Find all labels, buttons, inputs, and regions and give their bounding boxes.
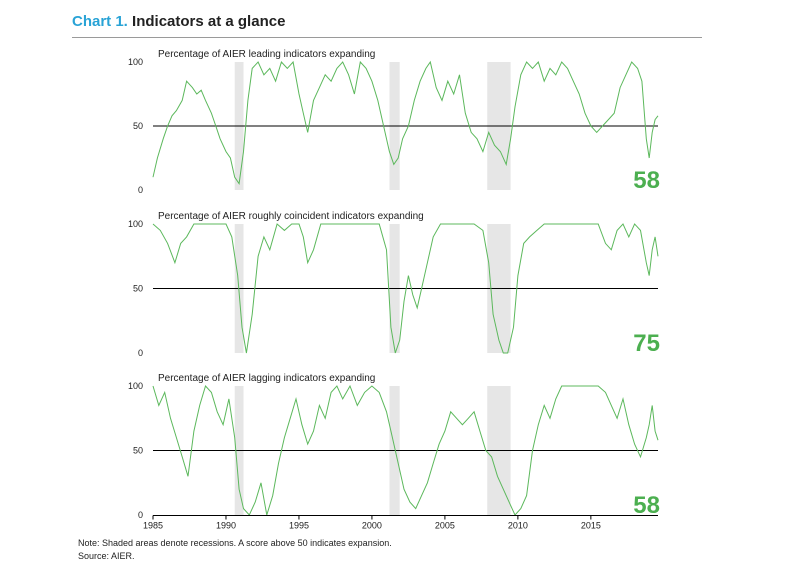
- y-tick-label: 100: [128, 219, 143, 229]
- x-tick-label: 2000: [362, 521, 382, 531]
- x-tick-label: 2005: [435, 521, 455, 531]
- panel-coincident: 0 50 100 Percentage of AIER roughly coincid…: [128, 211, 660, 358]
- series-line: [152, 60, 659, 185]
- y-tick-label: 100: [128, 381, 143, 391]
- chart-title-text: Indicators at a glance: [132, 13, 286, 30]
- footnote-source: Source: AIER.: [78, 551, 135, 561]
- panel-lagging: 0 50 100 Percentage of AIER lagging indicat…: [128, 373, 660, 520]
- x-tick-label: 2015: [581, 521, 601, 531]
- panel-leading: 0 50 100 Percentage of AIER leading indicat…: [128, 49, 660, 195]
- y-tick-label: 50: [133, 446, 143, 456]
- title-rule: [72, 37, 702, 38]
- x-tick-label: 2010: [508, 521, 528, 531]
- current-value: 58: [633, 167, 660, 194]
- y-tick-label: 100: [128, 57, 143, 67]
- chart-title: Chart 1. Indicators at a glance: [72, 13, 285, 30]
- x-tick-label: 1985: [143, 521, 163, 531]
- x-tick-label: 1990: [216, 521, 236, 531]
- x-axis: 1985 1990 1995 2000 2005 2010 2015: [143, 515, 658, 531]
- x-tick-label: 1995: [289, 521, 309, 531]
- current-value: 75: [633, 330, 660, 357]
- y-tick-label: 0: [138, 185, 143, 195]
- series-line: [152, 384, 659, 516]
- y-tick-label: 0: [138, 510, 143, 520]
- series-line: [152, 223, 659, 354]
- footnote-note: Note: Shaded areas denote recessions. A …: [78, 538, 392, 548]
- y-tick-label: 50: [133, 284, 143, 294]
- y-tick-label: 50: [133, 121, 143, 131]
- panel-title: Percentage of AIER roughly coincident in…: [158, 211, 424, 222]
- y-tick-label: 0: [138, 348, 143, 358]
- current-value: 58: [633, 492, 660, 519]
- panel-title: Percentage of AIER lagging indicators ex…: [158, 373, 375, 384]
- panel-title: Percentage of AIER leading indicators ex…: [158, 49, 375, 60]
- chart-number: Chart 1.: [72, 13, 128, 30]
- indicators-chart: 0 50 100 Percentage of AIER leading indicat…: [128, 49, 660, 531]
